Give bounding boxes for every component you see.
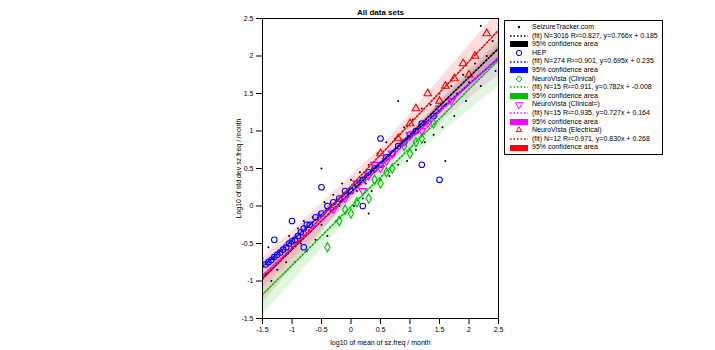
svg-text:-0.5: -0.5 xyxy=(241,240,253,247)
html-text:NeuroVista (Electrical): NeuroVista (Electrical) xyxy=(532,126,602,134)
svg-text:-0.5: -0.5 xyxy=(315,326,327,333)
html-text:SeizureTracker.com: SeizureTracker.com xyxy=(532,23,594,30)
svg-text:0.5: 0.5 xyxy=(376,326,386,333)
svg-text:0: 0 xyxy=(349,326,353,333)
html-text:NeuroVista (Clinical=): NeuroVista (Clinical=) xyxy=(532,100,600,108)
html-text:(fit) N=12 R²=0.971, y=0.830x: (fit) N=12 R²=0.971, y=0.830x + 0.268 xyxy=(532,134,650,142)
html-text:(fit) N=15 R²=0.935, y=0.727x: (fit) N=15 R²=0.935, y=0.727x + 0.164 xyxy=(532,108,650,116)
svg-text:1: 1 xyxy=(250,127,254,134)
html-text:(fit) N=274 R²=0.901, y=0.695x: (fit) N=274 R²=0.901, y=0.695x + 0.235 xyxy=(532,57,654,65)
svg-text:0.5: 0.5 xyxy=(244,165,254,172)
html-text:NeuroVista (Clinical): NeuroVista (Clinical) xyxy=(532,74,596,82)
svg-text:2.5: 2.5 xyxy=(494,326,504,333)
svg-text:1: 1 xyxy=(408,326,412,333)
svg-text:2.5: 2.5 xyxy=(244,15,254,22)
svg-text:1.5: 1.5 xyxy=(244,90,254,97)
svg-text:-1: -1 xyxy=(247,277,253,284)
html-text:95% confidence area: 95% confidence area xyxy=(532,91,598,99)
svg-text:2: 2 xyxy=(467,326,471,333)
html-text:95% confidence area: 95% confidence area xyxy=(532,117,598,125)
svg-text:All data sets: All data sets xyxy=(357,8,405,17)
html-text:HEP: HEP xyxy=(532,48,547,56)
svg-text:-1.5: -1.5 xyxy=(241,315,253,322)
svg-text:0: 0 xyxy=(250,202,254,209)
svg-text:2: 2 xyxy=(250,52,254,59)
html-text:(fit) N=3016 R²=0.827, y=0.766: (fit) N=3016 R²=0.827, y=0.766x + 0.185 xyxy=(532,31,658,39)
svg-text:-1.5: -1.5 xyxy=(256,326,268,333)
html-text:(fit) N=15 R²=0.911, y=0.782x: (fit) N=15 R²=0.911, y=0.782x + -0.008 xyxy=(532,83,652,91)
html-text:95% confidence area: 95% confidence area xyxy=(532,66,598,73)
svg-text:log10 of mean of sz.freq / mon: log10 of mean of sz.freq / month xyxy=(330,339,430,347)
html-text:95% confidence area: 95% confidence area xyxy=(532,40,598,48)
svg-text:1.5: 1.5 xyxy=(435,326,445,333)
html-text:95% confidence area: 95% confidence area xyxy=(532,143,598,151)
svg-text:-1: -1 xyxy=(289,326,295,333)
svg-text:Log10 of std dev sz.freq / mon: Log10 of std dev sz.freq / month xyxy=(235,118,243,218)
